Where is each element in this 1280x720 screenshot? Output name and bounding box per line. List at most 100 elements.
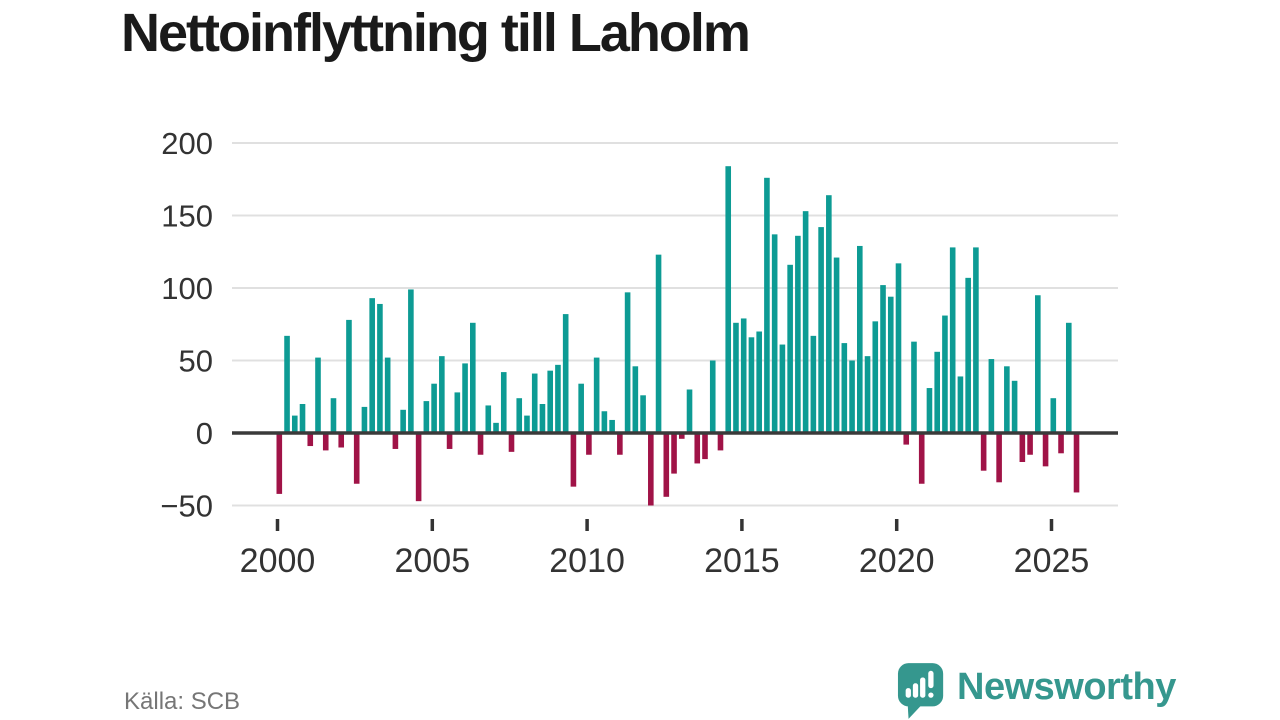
x-axis-tick-label: 2020: [859, 542, 935, 580]
bar-quarter-2001q1: [307, 433, 314, 447]
bar-quarter-2005q3: [446, 433, 453, 449]
bar-quarter-2011q4: [640, 395, 646, 433]
bar-quarter-2021q2: [934, 351, 940, 433]
bar-quarter-2004q1: [400, 409, 406, 433]
bar-quarter-2004q4: [423, 401, 430, 433]
bar-quarter-2002q3: [353, 433, 360, 484]
bar-quarter-2012q1: [648, 433, 654, 506]
bar-quarter-2005q4: [454, 392, 461, 433]
bar-quarter-2008q2: [531, 373, 538, 433]
bar-quarter-2018q2: [841, 343, 848, 433]
bar-quarter-2001q4: [330, 398, 337, 433]
bar-quarter-2020q1: [895, 263, 902, 433]
bar-quarter-2021q4: [949, 247, 956, 433]
x-axis-tick-label: 2025: [1014, 542, 1090, 580]
bar-quarter-2010q1: [586, 433, 592, 455]
x-axis-tick-label: 2010: [549, 542, 625, 580]
x-axis-tick-label: 2005: [394, 542, 470, 580]
x-axis-tick-label: 2015: [704, 542, 780, 580]
source-note: Källa: SCB: [124, 688, 241, 715]
bar-quarter-2005q1: [431, 383, 437, 433]
bar-quarter-2010q4: [609, 419, 615, 433]
bar-quarter-2011q1: [617, 433, 623, 455]
bar-quarter-2001q2: [315, 357, 321, 433]
bar-quarter-2018q4: [857, 245, 863, 433]
bar-quarter-2016q4: [795, 235, 801, 433]
bar-quarter-2003q4: [392, 433, 399, 449]
bar-quarter-2006q2: [470, 322, 476, 433]
bar-quarter-2024q1: [1019, 433, 1026, 462]
bar-quarter-2016q1: [771, 234, 778, 433]
bar-quarter-2025q2: [1058, 433, 1064, 454]
bar-quarter-2007q2: [500, 372, 507, 433]
bar-quarter-2020q4: [918, 433, 925, 484]
newsworthy-logo-icon: [897, 663, 944, 719]
x-axis-tick-label: 2000: [240, 542, 316, 580]
bar-quarter-2003q2: [377, 303, 383, 433]
bar-quarter-2011q3: [632, 366, 639, 433]
bar-quarter-2004q3: [415, 433, 422, 502]
bar-quarter-2015q4: [764, 177, 770, 433]
bar-quarter-2015q3: [756, 331, 762, 433]
bar-quarter-2007q3: [508, 433, 515, 452]
bar-quarter-2017q1: [802, 211, 809, 433]
bar-quarter-2000q1: [276, 433, 283, 494]
bar-quarter-2009q1: [555, 364, 561, 433]
bar-quarter-2016q3: [787, 264, 793, 433]
bar-quarter-2025q3: [1065, 322, 1072, 433]
bar-quarter-2000q3: [291, 415, 298, 433]
bar-quarter-2018q3: [849, 360, 855, 433]
bar-quarter-2003q1: [369, 298, 375, 433]
bar-quarter-2010q2: [593, 357, 600, 433]
bar-quarter-2020q2: [903, 433, 910, 445]
bar-quarter-2022q4: [980, 433, 987, 471]
newsworthy-branding: Newsworthy: [897, 662, 1176, 720]
bar-quarter-2025q1: [1050, 398, 1057, 433]
bar-quarter-2015q2: [748, 337, 755, 433]
bar-quarter-2000q4: [299, 404, 306, 433]
bar-quarter-2013q2: [686, 389, 693, 433]
chart-title: Nettoinflyttning till Laholm: [121, 3, 751, 63]
bar-quarter-2014q4: [733, 322, 739, 433]
bar-quarter-2022q1: [957, 376, 964, 433]
bar-quarter-2017q2: [810, 335, 817, 433]
y-axis-tick-label: 0: [196, 416, 213, 451]
y-axis-tick-label: 50: [179, 344, 213, 379]
bar-quarter-2008q1: [524, 415, 530, 433]
bar-quarter-2002q4: [361, 406, 368, 433]
bar-quarter-2023q2: [996, 433, 1002, 483]
bar-quarter-2012q2: [655, 254, 662, 433]
bar-quarter-2008q3: [539, 404, 546, 433]
bar-chart: 200 150 100 50 0 −50 2000 2005 2010 2015 2020 2025: [160, 126, 1118, 580]
bar-quarter-2019q2: [872, 321, 879, 433]
bar-quarter-2003q3: [384, 357, 391, 433]
bar-quarter-2009q2: [562, 314, 569, 433]
bar-quarter-2020q3: [911, 341, 917, 433]
bar-quarter-2001q3: [322, 433, 329, 451]
bar-quarter-2014q3: [725, 166, 732, 433]
bar-quarter-2014q1: [709, 360, 716, 433]
bar-quarter-2004q2: [408, 289, 414, 433]
bar-quarter-2019q3: [880, 285, 886, 433]
bar-quarter-2010q3: [601, 411, 608, 433]
bar-quarter-2013q3: [694, 433, 701, 464]
bar-quarter-2021q3: [942, 315, 948, 433]
bar-quarter-2015q1: [740, 318, 747, 433]
bar-quarter-2016q2: [779, 344, 786, 433]
bar-quarter-2007q1: [493, 422, 499, 433]
newsworthy-logo-text: Newsworthy: [957, 666, 1176, 708]
bar-quarter-2014q2: [717, 433, 724, 451]
bar-quarter-2018q1: [833, 257, 840, 433]
bar-quarter-2017q3: [818, 227, 824, 433]
bar-quarter-2013q1: [678, 433, 685, 439]
bar-quarter-2006q4: [485, 405, 492, 433]
bar-quarter-2019q1: [864, 356, 871, 433]
bar-quarter-2022q2: [965, 277, 971, 433]
bar-quarter-2013q4: [702, 433, 708, 460]
bar-quarter-2017q4: [826, 195, 832, 433]
bar-quarter-2009q4: [578, 383, 584, 433]
bar-quarter-2005q2: [439, 356, 445, 433]
bar-quarter-2000q2: [284, 335, 290, 433]
bar-quarter-2012q3: [663, 433, 670, 497]
